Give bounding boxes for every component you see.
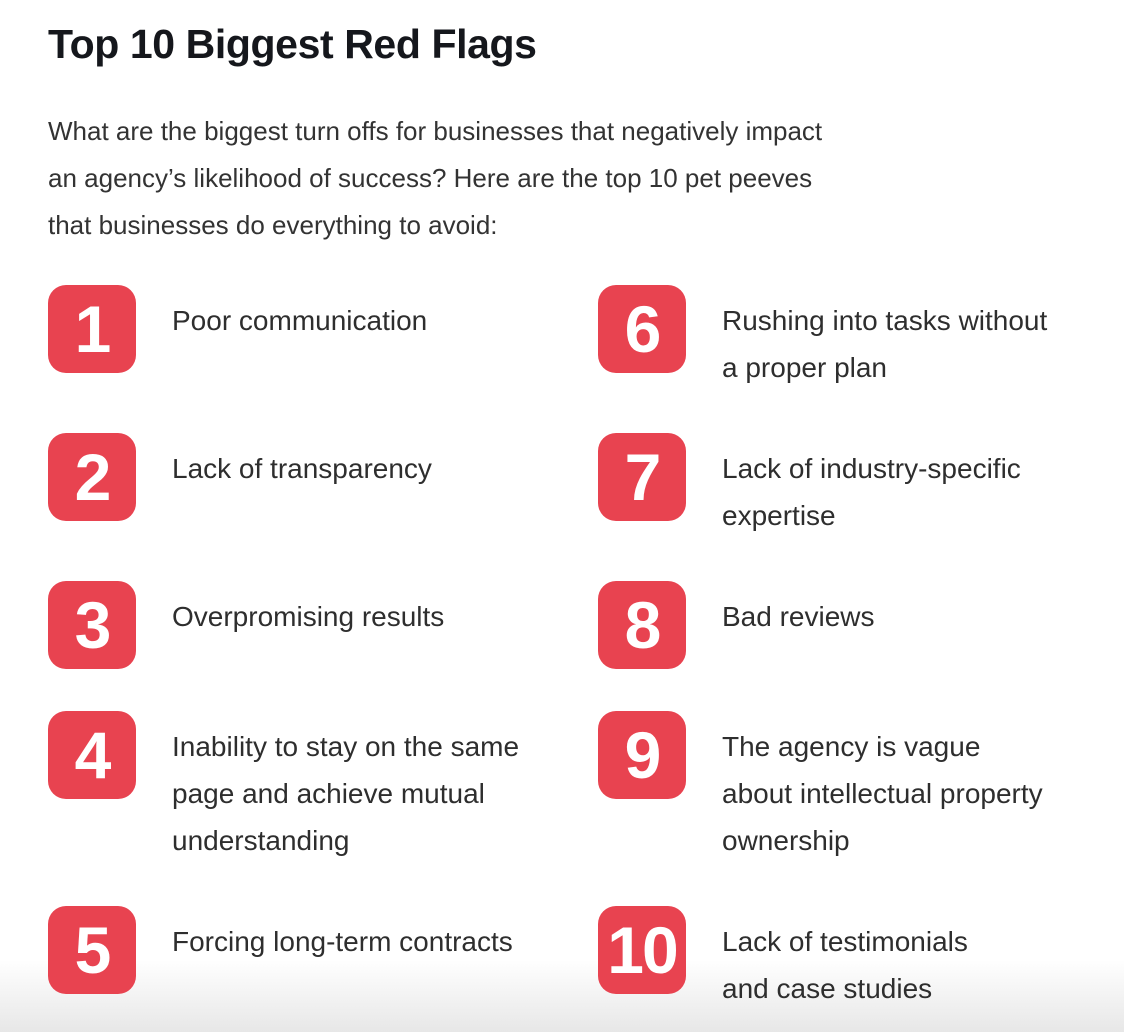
list-item: 6 Rushing into tasks without a proper pl… <box>598 285 1076 391</box>
list-item: 9 The agency is vague about intellectual… <box>598 711 1076 864</box>
page-title: Top 10 Biggest Red Flags <box>48 21 537 67</box>
item-number-badge: 5 <box>48 906 136 995</box>
item-label: Forcing long-term contracts <box>172 926 513 958</box>
item-number-badge: 1 <box>48 285 136 374</box>
item-label: Overpromising results <box>172 601 445 633</box>
item-number-badge: 9 <box>598 711 686 800</box>
item-label: Lack of transparency <box>172 453 432 485</box>
list-item: 1 Poor communication <box>48 285 598 391</box>
item-number-badge: 3 <box>48 581 136 670</box>
list-item: 3 Overpromising results <box>48 581 598 670</box>
red-flags-grid: 1 Poor communication 2 Lack of transpare… <box>48 285 1076 1012</box>
list-item: 2 Lack of transparency <box>48 433 598 539</box>
list-item: 7 Lack of industry-specific expertise <box>598 433 1076 539</box>
item-label: The agency is vague about intellectual p… <box>722 731 1043 857</box>
item-number-badge: 2 <box>48 433 136 522</box>
item-label: Lack of industry-specific expertise <box>722 453 1021 532</box>
list-item: 8 Bad reviews <box>598 581 1076 670</box>
item-number-badge: 8 <box>598 581 686 670</box>
item-number-badge: 6 <box>598 285 686 374</box>
list-item: 4 Inability to stay on the same page and… <box>48 711 598 864</box>
item-label: Poor communication <box>172 305 428 337</box>
list-item: 5 Forcing long-term contracts <box>48 906 598 1012</box>
item-number-badge: 10 <box>598 906 686 995</box>
item-label: Inability to stay on the same page and a… <box>172 731 520 857</box>
item-label: Lack of testimonials and case studies <box>722 926 968 1005</box>
item-label: Rushing into tasks without a proper plan <box>722 305 1048 384</box>
list-item: 10 Lack of testimonials and case studies <box>598 906 1076 1012</box>
item-number-badge: 4 <box>48 711 136 800</box>
intro-paragraph: What are the biggest turn offs for busin… <box>48 116 823 241</box>
item-number-badge: 7 <box>598 433 686 522</box>
item-label: Bad reviews <box>722 601 875 633</box>
